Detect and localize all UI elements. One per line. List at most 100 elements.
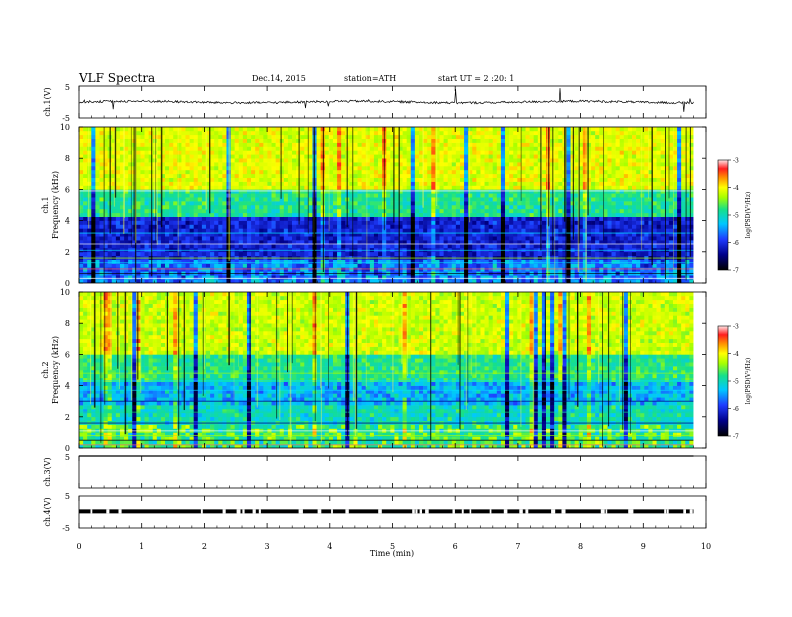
spectrogram-cell xyxy=(230,208,235,214)
spectrogram-cell xyxy=(423,134,428,139)
spectrogram-cell xyxy=(414,150,420,155)
spectrogram-cell xyxy=(218,263,223,268)
spectrogram-cell xyxy=(210,275,215,280)
spectrogram-cell xyxy=(177,177,182,182)
spectrogram-cell xyxy=(427,216,432,221)
spectrogram-cell xyxy=(201,275,207,280)
spectrogram-cell xyxy=(353,279,358,283)
spectrogram-cell xyxy=(451,134,457,139)
spectrogram-cell xyxy=(136,267,141,272)
spectrogram-cell xyxy=(492,138,498,143)
spectrogram-cell xyxy=(197,154,203,159)
spectrogram-cell xyxy=(324,224,330,229)
spectrogram-cell xyxy=(439,177,444,182)
spectrogram-cell xyxy=(177,212,182,217)
spectrogram-cell xyxy=(349,173,354,178)
spectrogram-cell xyxy=(509,138,514,143)
spectrogram-cell xyxy=(574,130,580,136)
spectrogram-cell xyxy=(447,236,453,241)
spectrogram-cell xyxy=(300,275,305,280)
spectrogram-cell xyxy=(83,275,88,280)
spectrogram-cell xyxy=(83,138,88,143)
spectrogram-cell xyxy=(541,212,547,217)
spectrogram-cell xyxy=(500,146,506,151)
spectrogram-cell xyxy=(197,220,203,225)
spectrogram-cell xyxy=(152,193,158,198)
spectrogram-cell xyxy=(103,185,108,190)
spectrogram-cell xyxy=(103,169,108,175)
spectrogram-cell xyxy=(509,154,514,159)
spectrogram-cell xyxy=(431,162,436,167)
spectrogram-cell xyxy=(210,267,215,272)
spectrogram-cell xyxy=(201,185,207,190)
spectrogram-cell xyxy=(267,220,272,225)
spectrogram-cell xyxy=(210,240,215,245)
spectrogram-cell xyxy=(558,197,563,202)
spectrogram-cell xyxy=(91,212,96,217)
spectrogram-cell xyxy=(107,240,113,245)
spectrogram-cell xyxy=(505,130,510,136)
spectrogram-cell xyxy=(574,185,580,190)
spectrogram-cell xyxy=(83,150,88,155)
spectrogram-cell xyxy=(160,154,166,159)
spectrogram-cell xyxy=(251,244,256,249)
spectrogram-cell xyxy=(300,150,305,155)
spectrogram-cell xyxy=(238,251,244,256)
spectrogram-cell xyxy=(378,142,383,147)
spectrogram-cell xyxy=(414,138,420,143)
spectrogram-cell xyxy=(443,259,448,264)
spectrogram-cell xyxy=(443,154,448,159)
spectrogram-cell xyxy=(361,240,367,245)
spectrogram-cell xyxy=(103,240,108,245)
spectrogram-cell xyxy=(148,177,154,182)
spectrogram-cell xyxy=(419,251,424,256)
spectrogram-cell xyxy=(373,212,379,217)
spectrogram-cell xyxy=(443,244,448,249)
spectrogram-cell xyxy=(242,240,248,245)
spectrogram-cell xyxy=(500,224,506,229)
spectrogram-cell xyxy=(419,162,424,167)
spectrogram-cell xyxy=(378,130,383,136)
spectrogram-cell xyxy=(173,185,178,190)
spectrogram-cell xyxy=(505,216,510,221)
spectrogram-cell xyxy=(464,181,469,186)
spectrogram-cell xyxy=(304,240,309,245)
spectrogram-cell xyxy=(566,189,571,194)
spectrogram-cell xyxy=(181,193,186,198)
spectrogram-cell xyxy=(275,173,281,178)
spectrogram-cell xyxy=(332,181,338,186)
spectrogram-cell xyxy=(521,232,526,237)
spectrogram-cell xyxy=(189,228,194,233)
spectrogram-cell xyxy=(328,275,334,280)
spectrogram-cell xyxy=(582,205,588,210)
spectrogram-cell xyxy=(242,185,248,190)
spectrogram-cell xyxy=(205,232,211,237)
spectrogram-cell xyxy=(83,240,88,245)
spectrogram-cell xyxy=(341,197,346,202)
spectrogram-cell xyxy=(136,130,141,136)
spectrogram-cell xyxy=(205,244,211,249)
spectrogram-cell xyxy=(83,228,88,233)
spectrogram-cell xyxy=(230,228,235,233)
spectrogram-cell xyxy=(83,146,88,151)
spectrogram-cell xyxy=(447,142,453,147)
spectrogram-cell xyxy=(386,244,391,249)
spectrogram-cell xyxy=(287,181,293,186)
spectrogram-cell xyxy=(181,142,186,147)
spectrogram-cell xyxy=(197,127,203,132)
spectrogram-cell xyxy=(177,169,182,175)
spectrogram-cell xyxy=(521,236,526,241)
spectrogram-cell xyxy=(488,267,494,272)
spectrogram-cell xyxy=(238,275,244,280)
spectrogram-cell xyxy=(500,150,506,155)
spectrogram-cell xyxy=(414,259,420,264)
spectrogram-cell xyxy=(148,236,154,241)
spectrogram-cell xyxy=(410,189,416,194)
spectrogram-cell xyxy=(451,212,457,217)
spectrogram-cell xyxy=(222,205,227,210)
spectrogram-cell xyxy=(119,185,125,190)
spectrogram-cell xyxy=(455,127,461,132)
spectrogram-cell xyxy=(87,142,92,147)
spectrogram-cell xyxy=(443,275,448,280)
spectrogram-cell xyxy=(193,130,199,136)
